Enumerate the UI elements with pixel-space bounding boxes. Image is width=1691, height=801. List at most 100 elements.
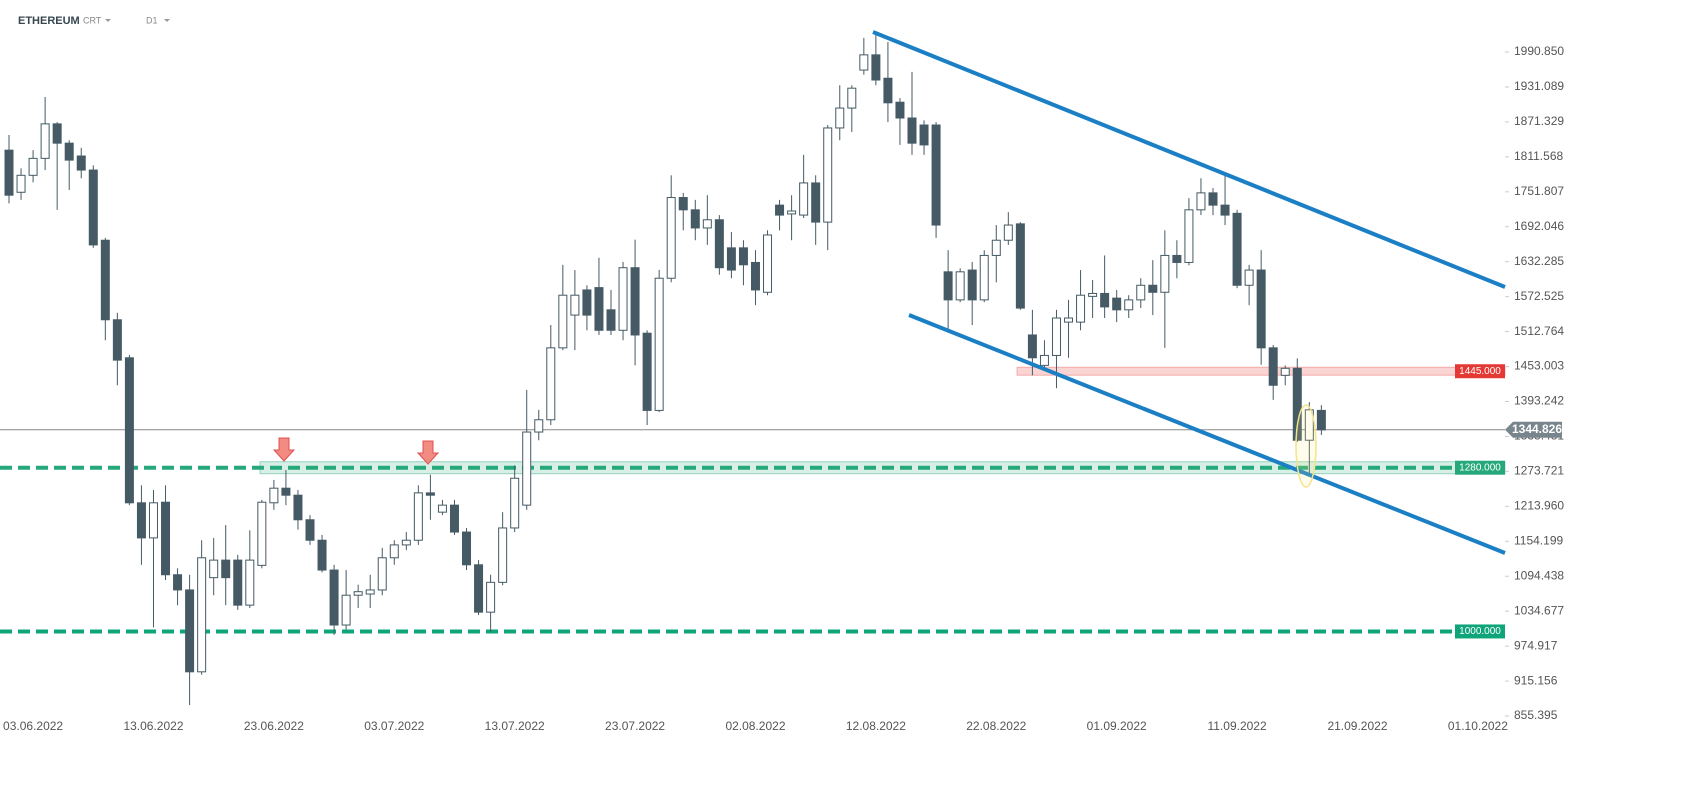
candle-body — [498, 527, 508, 583]
resistance-zone — [1016, 366, 1506, 376]
candle-body — [1124, 299, 1134, 311]
x-tick-label: 01.10.2022 — [1448, 719, 1508, 733]
candle-body — [847, 87, 857, 109]
candle-body — [76, 155, 86, 171]
candle-body — [570, 294, 580, 316]
trend-line — [908, 313, 1506, 555]
y-tick-label: 1692.046 — [1514, 219, 1564, 233]
candle-body — [209, 559, 219, 579]
candle-body — [353, 591, 363, 596]
x-tick-label: 03.07.2022 — [364, 719, 424, 733]
candle-body — [763, 234, 773, 293]
y-tick-label: 974.917 — [1514, 638, 1558, 652]
candle-body — [52, 123, 62, 144]
candle-body — [1172, 254, 1182, 263]
dropdown-caret — [164, 19, 170, 22]
candle-body — [510, 477, 520, 529]
level-label-box — [1455, 460, 1505, 475]
candle-body — [522, 431, 532, 506]
y-tick-label: 915.156 — [1514, 673, 1558, 687]
candle-body — [221, 559, 231, 579]
y-tick-label: 1453.003 — [1514, 359, 1564, 373]
x-tick-label: 22.08.2022 — [966, 719, 1026, 733]
candle-body — [317, 539, 327, 571]
candle-body — [1088, 292, 1098, 297]
x-tick-label: 01.09.2022 — [1087, 719, 1147, 733]
candle-body — [702, 219, 712, 229]
candle-body — [245, 559, 255, 606]
candle-body — [943, 271, 953, 301]
candle-body — [1064, 317, 1074, 323]
candle-body — [811, 182, 821, 223]
candle-body — [1280, 367, 1290, 376]
highlight-ellipse — [1295, 404, 1317, 488]
candle-body — [726, 247, 736, 271]
candle-body — [738, 247, 748, 266]
x-tick-label: 03.06.2022 — [3, 719, 63, 733]
candle-body — [1208, 192, 1218, 206]
candle-body — [329, 569, 339, 626]
candle-body — [1196, 192, 1206, 211]
candle-body — [16, 174, 26, 193]
level-label-box — [1455, 364, 1505, 379]
candle-body — [835, 107, 845, 129]
candle-body — [1232, 212, 1242, 286]
y-tick-label: 1034.677 — [1514, 603, 1564, 617]
candle-body — [1256, 269, 1266, 349]
candle-body — [1316, 409, 1326, 431]
candle-body — [1184, 209, 1194, 263]
candle-body — [88, 169, 98, 246]
candle-body — [269, 487, 279, 504]
x-tick-label: 02.08.2022 — [725, 719, 785, 733]
level-label: 1445.000 — [1459, 366, 1501, 377]
x-tick-label: 13.07.2022 — [485, 719, 545, 733]
candle-body — [425, 492, 435, 496]
last-price-label: 1344.826 — [1512, 422, 1562, 436]
y-tick-label: 1931.089 — [1514, 79, 1564, 93]
candle-body — [714, 219, 724, 269]
y-tick-label: 1154.199 — [1514, 533, 1563, 547]
level-label-box — [1455, 624, 1505, 639]
candle-body — [907, 117, 917, 144]
candle-body — [582, 289, 592, 316]
candle-body — [437, 504, 447, 513]
candle-body — [305, 519, 315, 541]
candle-body — [979, 254, 989, 301]
y-tick-label: 1094.438 — [1514, 568, 1564, 582]
candle-body — [750, 261, 760, 291]
candle-body — [1148, 284, 1158, 293]
candle-body — [100, 239, 110, 321]
candle-body — [630, 267, 640, 336]
candle-body — [377, 557, 387, 591]
candle-body — [28, 157, 38, 176]
candle-body — [1039, 354, 1049, 366]
candle-body — [1051, 317, 1061, 356]
candle-body — [1136, 284, 1146, 301]
last-price-box — [1505, 421, 1562, 438]
candle-body — [4, 149, 14, 196]
candle-body — [233, 559, 243, 606]
chart-title: ETHEREUM — [18, 15, 80, 27]
candle-body — [197, 557, 207, 673]
candle-body — [1015, 223, 1025, 309]
candle-body — [642, 332, 652, 411]
candle-body — [185, 589, 195, 673]
timeframe-select[interactable]: D1 — [146, 15, 158, 25]
candle-body — [654, 277, 664, 411]
dropdown-caret — [105, 19, 111, 22]
y-tick-label: 1751.807 — [1514, 184, 1564, 198]
candle-body — [161, 501, 171, 576]
candle-body — [618, 267, 628, 331]
candle-body — [690, 209, 700, 229]
candle-body — [462, 531, 472, 566]
candle-body — [64, 142, 74, 161]
candle-body — [1304, 409, 1314, 441]
level-label: 1000.000 — [1459, 626, 1501, 637]
candle-body — [666, 197, 676, 279]
market-select[interactable]: CRT — [83, 15, 102, 25]
candle-body — [293, 494, 303, 521]
y-tick-label: 1273.721 — [1514, 464, 1564, 478]
candle-body — [799, 182, 809, 216]
y-tick-label: 1572.525 — [1514, 289, 1564, 303]
